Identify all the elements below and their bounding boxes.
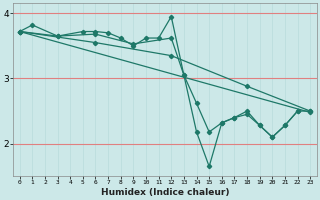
X-axis label: Humidex (Indice chaleur): Humidex (Indice chaleur) [101, 188, 229, 197]
